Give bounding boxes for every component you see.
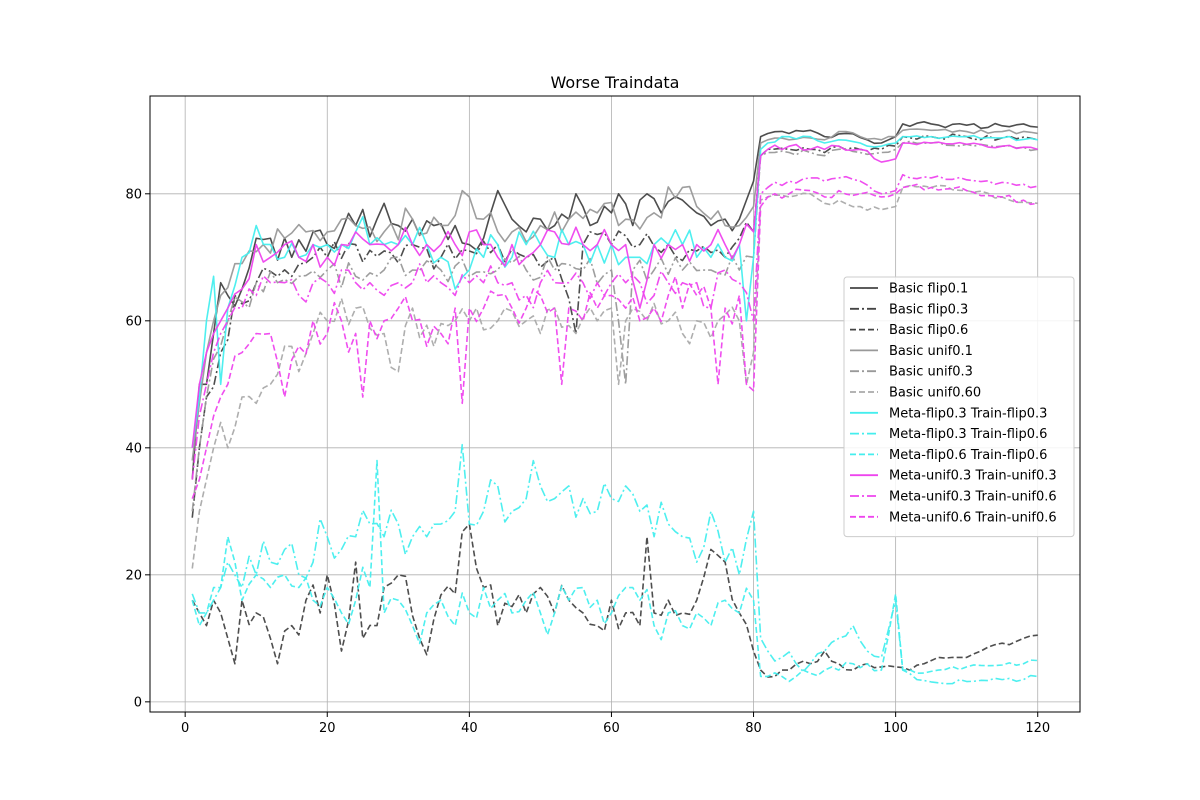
legend-box — [843, 276, 1075, 538]
legend-label: Basic unif0.3 — [889, 365, 973, 380]
series-line-basic-unif0-60 — [191, 184, 1038, 569]
legend-label: Meta-flip0.3 Train-flip0.3 — [889, 406, 1047, 421]
y-tick-label: 40 — [125, 441, 142, 456]
x-tick-label: 0 — [181, 721, 189, 736]
legend-label: Basic flip0.6 — [889, 323, 968, 338]
series-lines — [191, 121, 1038, 685]
legend-label: Basic unif0.60 — [889, 386, 981, 401]
legend-label: Basic flip0.1 — [889, 282, 968, 297]
x-tick-label: 120 — [1025, 721, 1050, 736]
legend-label: Basic flip0.3 — [889, 302, 968, 317]
x-tick-label: 80 — [745, 721, 762, 736]
x-axis-ticks: 0 20 40 60 80 100 120 — [181, 712, 1050, 736]
legend-label: Meta-unif0.3 Train-unif0.3 — [889, 469, 1057, 484]
x-tick-label: 100 — [883, 721, 908, 736]
series-line-basic-flip0-3 — [191, 133, 1038, 518]
y-tick-label: 20 — [125, 568, 142, 583]
series-line-meta-flip0-3-train-flip0-6 — [191, 443, 1038, 685]
legend-label: Meta-flip0.6 Train-flip0.6 — [889, 448, 1047, 463]
legend-label: Meta-flip0.3 Train-flip0.6 — [889, 427, 1047, 442]
legend-label: Meta-unif0.6 Train-unif0.6 — [889, 510, 1057, 525]
x-tick-label: 40 — [461, 721, 478, 736]
series-line-meta-flip0-3-train-flip0-3 — [191, 134, 1038, 448]
series-line-basic-flip0-6 — [191, 523, 1038, 678]
legend-label: Basic unif0.1 — [889, 344, 973, 359]
y-tick-label: 0 — [134, 695, 142, 710]
legend-label: Meta-unif0.3 Train-unif0.6 — [889, 490, 1057, 505]
series-line-meta-unif0-6-train-unif0-6 — [191, 183, 1038, 499]
legend: Basic flip0.1 Basic flip0.3 Basic flip0.6 B… — [843, 276, 1075, 538]
y-axis-ticks: 0 20 40 60 80 — [125, 187, 150, 710]
series-line-basic-unif0-1 — [191, 128, 1038, 461]
y-tick-label: 60 — [125, 314, 142, 329]
y-tick-label: 80 — [125, 187, 142, 202]
x-tick-label: 20 — [319, 721, 336, 736]
x-tick-label: 60 — [603, 721, 620, 736]
series-line-meta-unif0-3-train-unif0-6 — [191, 173, 1038, 480]
series-line-meta-flip0-6-train-flip0-6 — [191, 459, 1038, 683]
chart-title: Worse Traindata — [551, 73, 680, 92]
plot-frame — [149, 95, 1081, 713]
series-line-meta-unif0-3-train-unif0-3 — [191, 141, 1038, 448]
